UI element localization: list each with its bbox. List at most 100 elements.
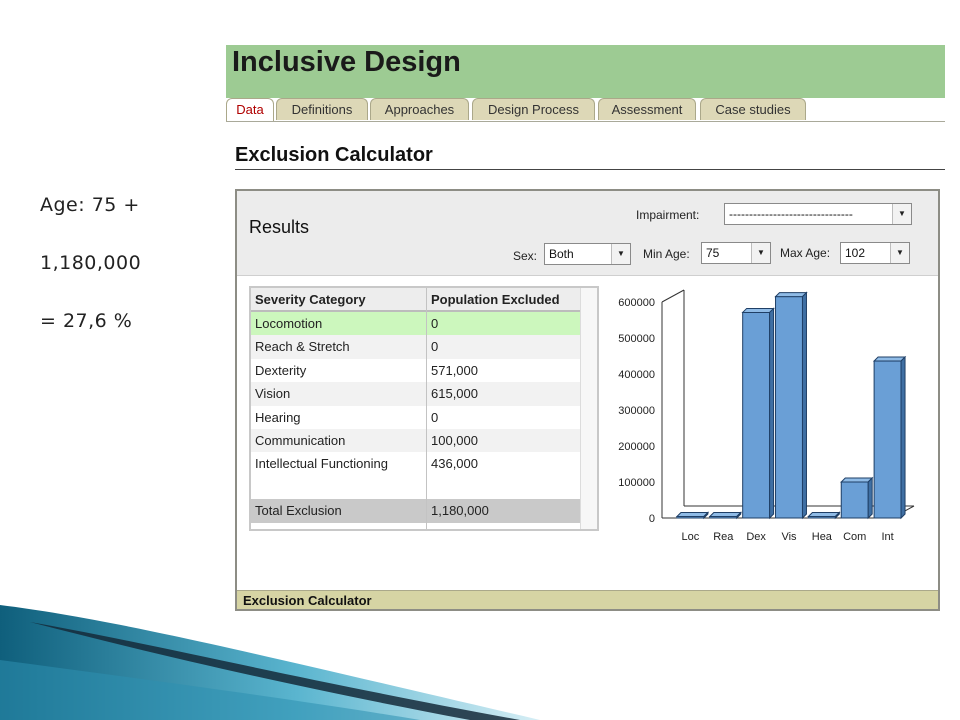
tab-data[interactable]: Data bbox=[226, 98, 274, 121]
note-age: Age: 75 + bbox=[40, 194, 140, 216]
site-title: Inclusive Design bbox=[232, 46, 461, 78]
y-tick-label: 100000 bbox=[618, 477, 655, 489]
min-age-label: Min Age: bbox=[643, 247, 690, 261]
table-scrollbar[interactable] bbox=[580, 288, 597, 529]
tab-design-process[interactable]: Design Process bbox=[472, 98, 595, 120]
min-age-select[interactable]: 75 ▼ bbox=[701, 242, 771, 264]
tab-assessment[interactable]: Assessment bbox=[598, 98, 696, 120]
tab-approaches[interactable]: Approaches bbox=[370, 98, 469, 120]
max-age-label: Max Age: bbox=[780, 246, 831, 260]
table-row[interactable]: Vision 615,000 bbox=[251, 382, 581, 406]
page-title: Exclusion Calculator bbox=[235, 144, 433, 166]
bar-top bbox=[774, 292, 808, 298]
title-divider bbox=[235, 169, 945, 170]
y-tick-label: 300000 bbox=[618, 405, 655, 417]
x-tick-label: Rea bbox=[713, 531, 734, 543]
row-value: 0 bbox=[431, 339, 439, 355]
row-category: Reach & Stretch bbox=[255, 339, 350, 355]
min-age-value: 75 bbox=[706, 246, 720, 260]
bar-top bbox=[872, 356, 907, 362]
table-body: Severity Category Population Excluded Lo… bbox=[251, 288, 581, 523]
status-bar: Exclusion Calculator bbox=[237, 590, 938, 609]
table-row[interactable]: Reach & Stretch 0 bbox=[251, 335, 581, 359]
table-row[interactable]: Hearing 0 bbox=[251, 406, 581, 429]
bar-side bbox=[736, 511, 742, 520]
note-total: 1,180,000 bbox=[40, 252, 142, 274]
bar-side bbox=[867, 476, 873, 520]
calculator-panel: Results Impairment: --------------------… bbox=[235, 189, 940, 611]
impairment-select[interactable]: ------------------------------- ▼ bbox=[724, 203, 912, 225]
column-header-excluded: Population Excluded bbox=[431, 292, 560, 307]
row-category: Intellectual Functioning bbox=[255, 456, 388, 472]
tab-definitions[interactable]: Definitions bbox=[276, 98, 368, 120]
row-value: 0 bbox=[431, 409, 439, 425]
bar bbox=[840, 481, 869, 519]
chevron-down-icon: ▼ bbox=[890, 243, 909, 263]
row-category: Hearing bbox=[255, 409, 301, 425]
tab-case-studies[interactable]: Case studies bbox=[700, 98, 806, 120]
row-value: 615,000 bbox=[431, 386, 478, 402]
slide-decoration bbox=[0, 605, 540, 720]
bar bbox=[742, 311, 771, 519]
bar-side bbox=[900, 355, 906, 520]
bar-top bbox=[675, 512, 710, 517]
table-row[interactable]: Dexterity 571,000 bbox=[251, 359, 581, 382]
x-tick-label: Dex bbox=[746, 531, 766, 543]
y-tick-label: 0 bbox=[649, 513, 655, 525]
sex-select[interactable]: Both ▼ bbox=[544, 243, 631, 265]
total-value: 1,180,000 bbox=[431, 503, 489, 519]
table-row[interactable]: Intellectual Functioning 436,000 bbox=[251, 452, 581, 475]
site-header: Inclusive Design bbox=[226, 45, 945, 102]
table-row[interactable]: Communication 100,000 bbox=[251, 428, 581, 453]
impairment-label: Impairment: bbox=[636, 208, 700, 222]
max-age-value: 102 bbox=[845, 246, 866, 260]
y-tick-label: 200000 bbox=[618, 441, 655, 453]
bar-top bbox=[807, 512, 841, 517]
row-category: Vision bbox=[255, 386, 291, 402]
x-tick-label: Com bbox=[843, 531, 866, 543]
bar-top bbox=[708, 512, 742, 517]
x-tick-label: Int bbox=[881, 531, 893, 543]
row-value: 100,000 bbox=[431, 432, 478, 448]
exclusion-bar-chart: 600000 500000 400000 300000 200000 100000 0 Loc… bbox=[618, 289, 915, 543]
row-category: Dexterity bbox=[255, 362, 307, 378]
note-percent: = 27,6 % bbox=[40, 310, 133, 332]
max-age-select[interactable]: 102 ▼ bbox=[840, 242, 910, 264]
bar bbox=[775, 296, 803, 519]
bar-top bbox=[840, 477, 874, 483]
bar-side bbox=[703, 511, 709, 520]
total-label: Total Exclusion bbox=[255, 503, 342, 519]
chevron-down-icon: ▼ bbox=[751, 243, 770, 263]
bar-side bbox=[801, 291, 807, 520]
sex-value: Both bbox=[549, 247, 574, 261]
x-tick-label: Loc bbox=[682, 531, 700, 543]
row-value: 571,000 bbox=[431, 362, 478, 378]
bar-side bbox=[769, 307, 775, 520]
y-tick-label: 400000 bbox=[618, 369, 655, 381]
panel-header: Results Impairment: --------------------… bbox=[237, 191, 938, 276]
impairment-value: ------------------------------- bbox=[729, 207, 853, 221]
y-tick-label: 600000 bbox=[618, 297, 655, 309]
results-table: Severity Category Population Excluded Lo… bbox=[249, 286, 599, 531]
bar-side bbox=[834, 511, 840, 520]
sex-label: Sex: bbox=[513, 249, 538, 263]
table-row-empty bbox=[251, 476, 581, 499]
bar-top bbox=[741, 307, 775, 313]
chevron-down-icon: ▼ bbox=[611, 244, 630, 264]
table-row[interactable]: Locomotion 0 bbox=[251, 312, 581, 336]
row-category: Communication bbox=[255, 432, 346, 448]
x-tick-label: Hea bbox=[812, 531, 833, 543]
results-title: Results bbox=[249, 217, 310, 237]
bar bbox=[873, 360, 902, 519]
tab-bar: Data Definitions Approaches Design Proce… bbox=[226, 98, 945, 122]
y-tick-label: 500000 bbox=[618, 333, 655, 345]
table-header-row: Severity Category Population Excluded bbox=[251, 288, 581, 312]
row-value: 436,000 bbox=[431, 456, 478, 472]
x-tick-label: Vis bbox=[781, 531, 797, 543]
column-header-category: Severity Category bbox=[255, 292, 366, 307]
y-axis-depth bbox=[661, 289, 685, 303]
chevron-down-icon: ▼ bbox=[892, 204, 911, 224]
row-category: Locomotion bbox=[255, 316, 323, 331]
column-divider bbox=[426, 288, 427, 529]
table-total-row: Total Exclusion 1,180,000 bbox=[251, 499, 581, 523]
